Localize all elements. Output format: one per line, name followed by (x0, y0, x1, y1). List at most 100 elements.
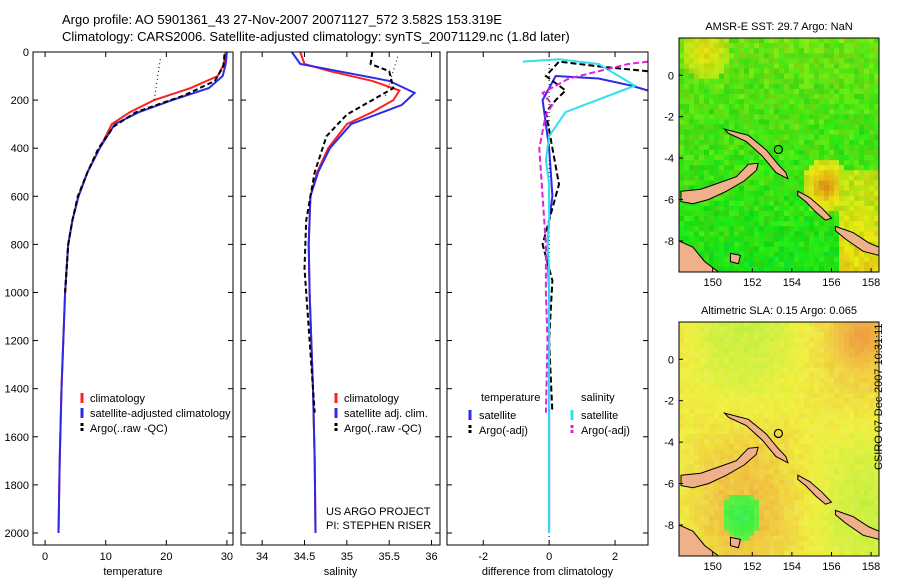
grid-cell (839, 160, 845, 166)
grid-cell (849, 134, 855, 141)
grid-cell (799, 58, 805, 65)
grid-cell (814, 175, 820, 182)
grid-cell (864, 231, 870, 237)
grid-cell (779, 408, 785, 415)
grid-cell (714, 418, 720, 425)
grid-cell (789, 88, 795, 95)
grid-cell (779, 474, 785, 481)
grid-cell (709, 210, 715, 217)
grid-cell (769, 134, 775, 141)
grid-cell (829, 261, 835, 268)
grid-cell (784, 68, 790, 75)
grid-cell (684, 73, 690, 80)
grid-cell (769, 114, 775, 120)
grid-cell (839, 68, 845, 75)
grid-cell (724, 459, 730, 466)
grid-cell (859, 38, 865, 44)
grid-cell (749, 58, 755, 65)
grid-cell (699, 520, 705, 527)
grid-cell (849, 48, 855, 54)
grid-cell (719, 362, 725, 369)
grid-cell (874, 73, 879, 80)
grid-cell (744, 535, 750, 542)
grid-cell (704, 53, 710, 59)
grid-cell (769, 210, 775, 217)
grid-cell (824, 322, 830, 328)
grid-cell (874, 439, 879, 445)
grid-cell (854, 322, 860, 328)
grid-cell (804, 510, 810, 516)
grid-cell (709, 545, 715, 552)
grid-cell (739, 48, 745, 54)
grid-cell (854, 327, 860, 333)
grid-cell (679, 99, 685, 105)
grid-cell (719, 439, 725, 445)
grid-cell (794, 423, 800, 430)
grid-cell (724, 78, 730, 85)
grid-cell (709, 332, 715, 338)
grid-cell (849, 347, 855, 354)
grid-cell (699, 342, 705, 349)
grid-cell (829, 195, 835, 202)
grid-cell (789, 530, 795, 537)
grid-cell (869, 362, 875, 369)
grid-cell (754, 383, 760, 389)
grid-cell (724, 535, 730, 542)
grid-cell (769, 48, 775, 54)
grid-cell (834, 367, 840, 374)
grid-cell (749, 195, 755, 202)
grid-cell (814, 322, 820, 328)
grid-cell (809, 377, 815, 384)
grid-cell (799, 347, 805, 354)
grid-cell (869, 210, 875, 217)
grid-cell (739, 83, 745, 90)
grid-cell (819, 530, 825, 537)
grid-cell (869, 439, 875, 445)
grid-cell (864, 200, 870, 207)
grid-cell (694, 226, 700, 232)
grid-cell (799, 129, 805, 136)
grid-cell (684, 78, 690, 85)
grid-cell (739, 510, 745, 516)
coastline (730, 252, 742, 265)
grid-cell (854, 155, 860, 161)
grid-cell (864, 367, 870, 374)
grid-cell (724, 48, 730, 54)
grid-cell (734, 439, 740, 445)
grid-cell (859, 342, 865, 349)
grid-cell (849, 489, 855, 496)
grid-cell (749, 408, 755, 415)
grid-cell (744, 444, 750, 450)
grid-cell (759, 185, 765, 192)
grid-cell (874, 119, 879, 126)
grid-cell (794, 362, 800, 369)
grid-cell (714, 231, 720, 237)
grid-cell (809, 165, 815, 171)
grid-cell (709, 251, 715, 258)
grid-cell (754, 43, 760, 49)
grid-cell (734, 433, 740, 440)
grid-cell (824, 124, 830, 131)
grid-cell (789, 58, 795, 65)
plot-frame (446, 51, 649, 546)
grid-cell (729, 367, 735, 374)
grid-cell (759, 216, 765, 222)
grid-cell (694, 489, 700, 496)
grid-cell (684, 63, 690, 70)
grid-cell (824, 155, 830, 161)
grid-cell (844, 540, 850, 547)
grid-cell (804, 109, 810, 115)
grid-cell (759, 367, 765, 374)
grid-cell (709, 418, 715, 425)
grid-cell (769, 200, 775, 207)
grid-cell (719, 515, 725, 521)
grid-cell (849, 261, 855, 268)
grid-cell (859, 510, 865, 516)
grid-cell (784, 200, 790, 207)
grid-cell (714, 68, 720, 75)
grid-cell (779, 251, 785, 258)
grid-cell (824, 58, 830, 65)
grid-cell (834, 114, 840, 120)
grid-cell (869, 129, 875, 136)
grid-cell (814, 124, 820, 131)
